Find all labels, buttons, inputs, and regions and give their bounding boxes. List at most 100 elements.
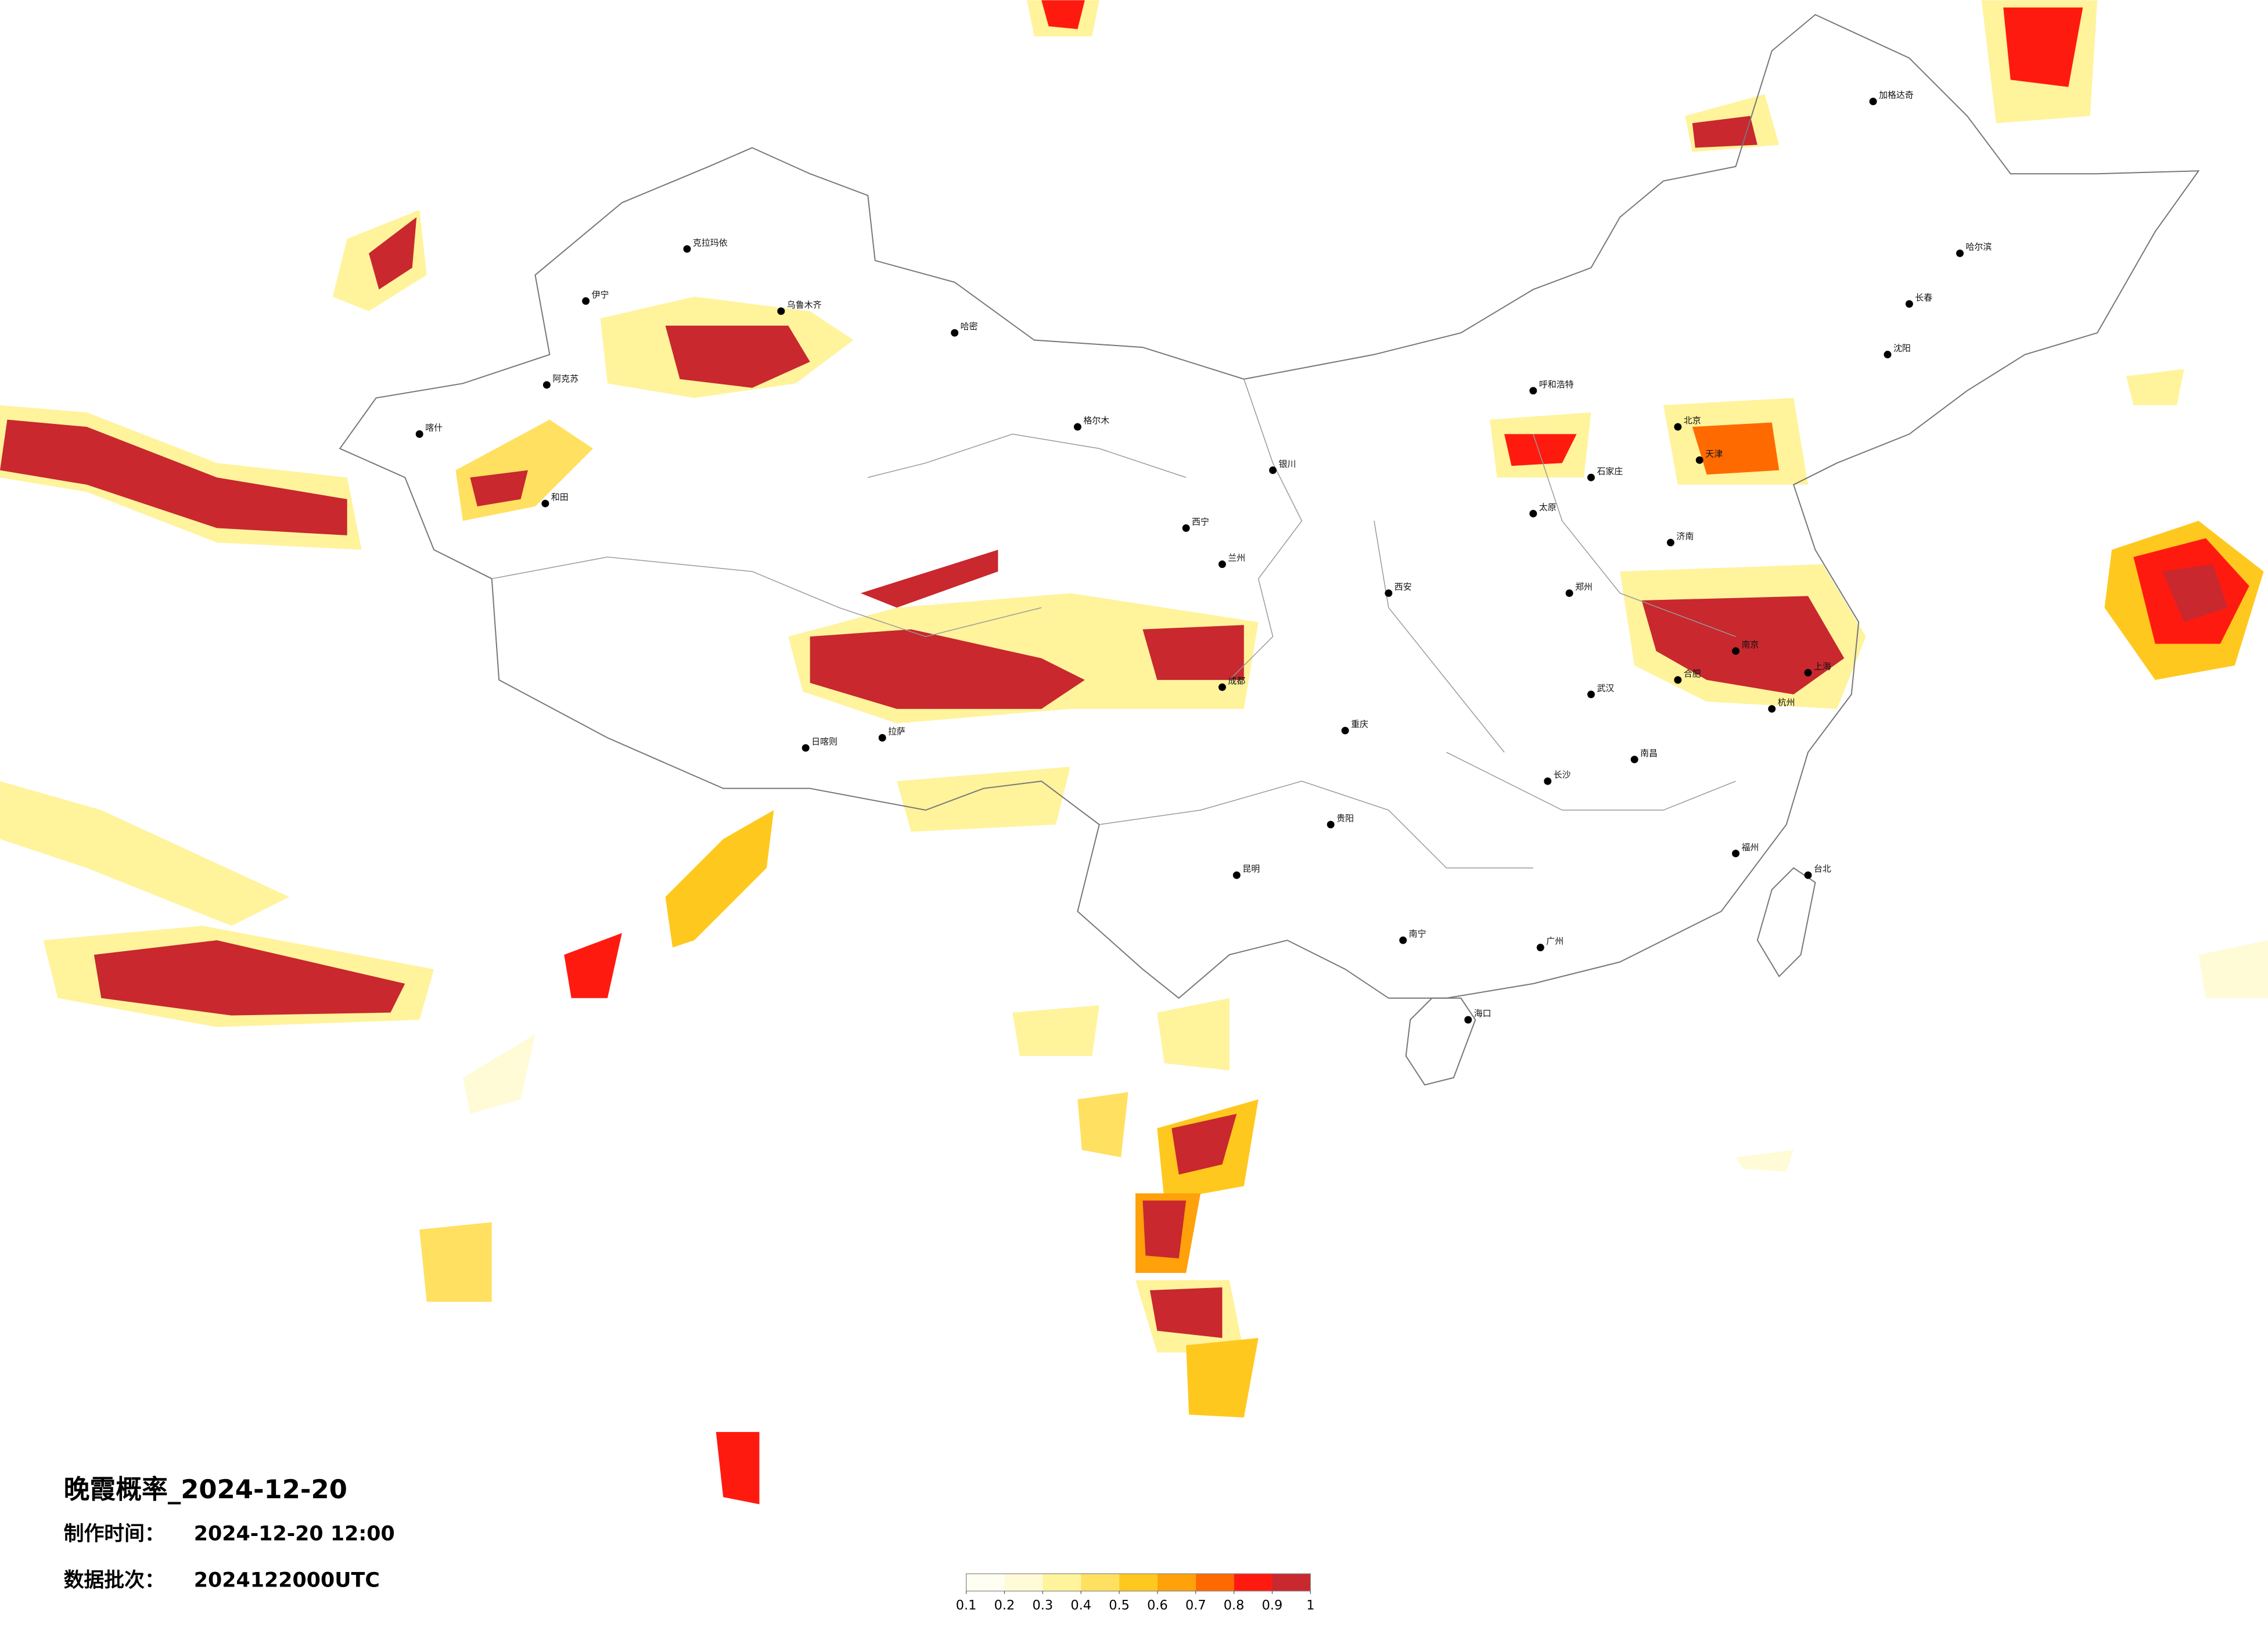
probability-patch — [2003, 7, 2083, 87]
city-label: 昆明 — [1242, 864, 1260, 874]
city-marker — [1073, 423, 1081, 431]
city-label: 合肥 — [1684, 668, 1701, 679]
city-marker — [801, 744, 810, 752]
city-label: 哈尔滨 — [1965, 242, 1992, 252]
colorbar-tick-label: 0.9 — [1262, 1598, 1283, 1613]
probability-patch — [665, 325, 810, 388]
city-marker — [1884, 351, 1892, 359]
probability-patch — [564, 933, 622, 998]
city-marker — [1630, 756, 1638, 764]
city-marker — [1544, 777, 1552, 785]
colorbar-cell — [1043, 1573, 1081, 1591]
city-label: 阿克苏 — [552, 373, 578, 384]
colorbar-tick-label: 1 — [1306, 1598, 1314, 1613]
colorbar-tick-label: 0.8 — [1224, 1598, 1245, 1613]
city-marker — [951, 329, 959, 337]
colorbar-cell — [1157, 1573, 1196, 1591]
title: 晚霞概率_2024-12-20 — [64, 1474, 347, 1505]
city-label: 武汉 — [1597, 683, 1614, 693]
city-label: 长春 — [1915, 292, 1932, 303]
city-label: 哈密 — [961, 321, 978, 332]
probability-patch — [1735, 1150, 1794, 1172]
city-label: 伊宁 — [592, 289, 609, 300]
probability-patch — [2198, 940, 2268, 998]
city-marker — [683, 245, 691, 253]
city-marker — [1732, 850, 1739, 858]
city-label: 天津 — [1705, 448, 1723, 459]
city-label: 郑州 — [1575, 581, 1593, 592]
colorbar-cell — [1234, 1573, 1273, 1591]
city-label: 呼和浩特 — [1539, 379, 1574, 390]
probability-patch — [1692, 422, 1780, 475]
city-marker — [777, 307, 785, 315]
probability-patch — [2162, 564, 2228, 623]
probability-patch — [1142, 1200, 1187, 1259]
city-label: 沈阳 — [1893, 343, 1911, 354]
probability-patch — [810, 629, 1085, 709]
probability-patch — [1692, 116, 1757, 148]
city-label: 北京 — [1684, 415, 1701, 426]
probability-patch — [1504, 434, 1577, 466]
probability-patch — [1012, 1005, 1099, 1056]
city-label: 济南 — [1676, 531, 1694, 541]
city-label: 杭州 — [1778, 697, 1795, 708]
probability-patch — [665, 810, 774, 948]
colorbar-tick-label: 0.1 — [956, 1598, 977, 1613]
probability-patch — [1186, 1338, 1259, 1418]
city-label: 和田 — [551, 492, 569, 502]
city-marker — [1695, 456, 1703, 464]
colorbar-tick-label: 0.3 — [1033, 1598, 1054, 1613]
data-batch-label: 数据批次： — [64, 1569, 165, 1592]
country-border — [339, 14, 2200, 999]
city-label: 加格达奇 — [1879, 90, 1914, 100]
colorbar-cell — [1004, 1573, 1043, 1591]
city-marker — [1565, 589, 1573, 597]
city-label: 上海 — [1814, 661, 1831, 671]
city-marker — [541, 499, 549, 508]
city-label: 喀什 — [425, 423, 443, 433]
city-marker — [1674, 423, 1682, 431]
city-marker — [1529, 510, 1537, 517]
city-marker — [1182, 524, 1190, 532]
probability-patch — [1157, 998, 1230, 1071]
city-label: 南宁 — [1409, 929, 1426, 939]
city-label: 石家庄 — [1597, 466, 1623, 476]
colorbar-tick-label: 0.6 — [1147, 1598, 1168, 1613]
city-marker — [1869, 98, 1877, 106]
probability-patch — [1149, 1287, 1223, 1339]
city-label: 广州 — [1546, 936, 1563, 947]
probability-patch — [1171, 1114, 1237, 1175]
city-label: 兰州 — [1228, 553, 1245, 563]
city-label: 长沙 — [1554, 769, 1571, 780]
probability-patch — [716, 1431, 760, 1505]
city-label: 西宁 — [1192, 516, 1209, 527]
city-marker — [1587, 690, 1595, 699]
city-label: 海口 — [1474, 1008, 1491, 1019]
city-marker — [1905, 300, 1913, 308]
city-marker — [1536, 944, 1544, 952]
city-label: 福州 — [1741, 842, 1759, 852]
colorbar-tick-label: 0.7 — [1185, 1598, 1206, 1613]
city-marker — [1327, 821, 1335, 829]
city-label: 南京 — [1741, 639, 1759, 650]
taiwan-border — [1756, 867, 1816, 978]
city-marker — [1956, 249, 1964, 257]
probability-patch — [1077, 1092, 1128, 1157]
city-label: 南昌 — [1640, 748, 1658, 758]
hainan-border — [1405, 997, 1476, 1086]
city-label: 重庆 — [1351, 719, 1368, 729]
city-marker — [1232, 871, 1241, 879]
probability-patch — [462, 1034, 535, 1114]
city-marker — [1529, 387, 1537, 395]
colorbar-cell — [1081, 1573, 1120, 1591]
colorbar-cell — [1272, 1573, 1311, 1591]
probability-patch — [1041, 0, 1085, 30]
city-label: 克拉玛依 — [693, 238, 728, 248]
city-marker — [1768, 705, 1776, 713]
city-label: 台北 — [1814, 864, 1831, 874]
city-marker — [1464, 1016, 1472, 1024]
city-marker — [1341, 726, 1349, 735]
city-marker — [1218, 560, 1226, 569]
